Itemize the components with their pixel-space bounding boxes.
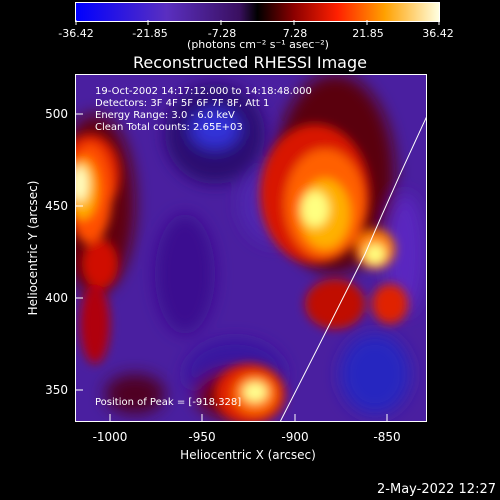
y-tick-label: 400: [45, 291, 68, 305]
info-time-range: 19-Oct-2002 14:17:12.000 to 14:18:48.000: [95, 86, 312, 97]
colorbar-units: (photons cm⁻² s⁻¹ asec⁻²): [187, 38, 329, 51]
x-axis-label: Heliocentric X (arcsec): [180, 448, 316, 462]
colorbar-tick-label: 36.42: [422, 27, 454, 40]
y-axis-label: Heliocentric Y (arcsec): [26, 180, 40, 316]
plot-title: Reconstructed RHESSI Image: [133, 53, 367, 72]
colorbar-tick-label: 21.85: [352, 27, 384, 40]
colorbar-tick-label: 7.28: [282, 27, 308, 40]
x-tick-label: -900: [281, 430, 309, 444]
peak-position-label: Position of Peak = [-918,328]: [95, 397, 242, 408]
timestamp: 2-May-2022 12:27: [377, 482, 496, 497]
y-tick-label: 350: [45, 383, 68, 397]
x-tick-label: -1000: [92, 430, 128, 444]
colorbar-ticks: [75, 20, 440, 25]
colorbar-tick-label: -36.42: [58, 27, 94, 40]
info-energy-range: Energy Range: 3.0 - 6.0 keV: [95, 110, 235, 121]
solar-image: [75, 74, 427, 422]
axis-ticks: [75, 113, 388, 422]
colorbar-tick-label: -21.85: [132, 27, 168, 40]
info-detectors: Detectors: 3F 4F 5F 6F 7F 8F, Att 1: [95, 98, 270, 109]
info-counts: Clean Total counts: 2.65E+03: [95, 122, 243, 133]
colorbar: [75, 2, 440, 22]
y-tick-label: 500: [45, 107, 68, 121]
colorbar-tick-label: -7.28: [207, 27, 237, 40]
y-tick-label: 450: [45, 199, 68, 213]
x-tick-label: -950: [188, 430, 216, 444]
x-tick-label: -850: [373, 430, 401, 444]
